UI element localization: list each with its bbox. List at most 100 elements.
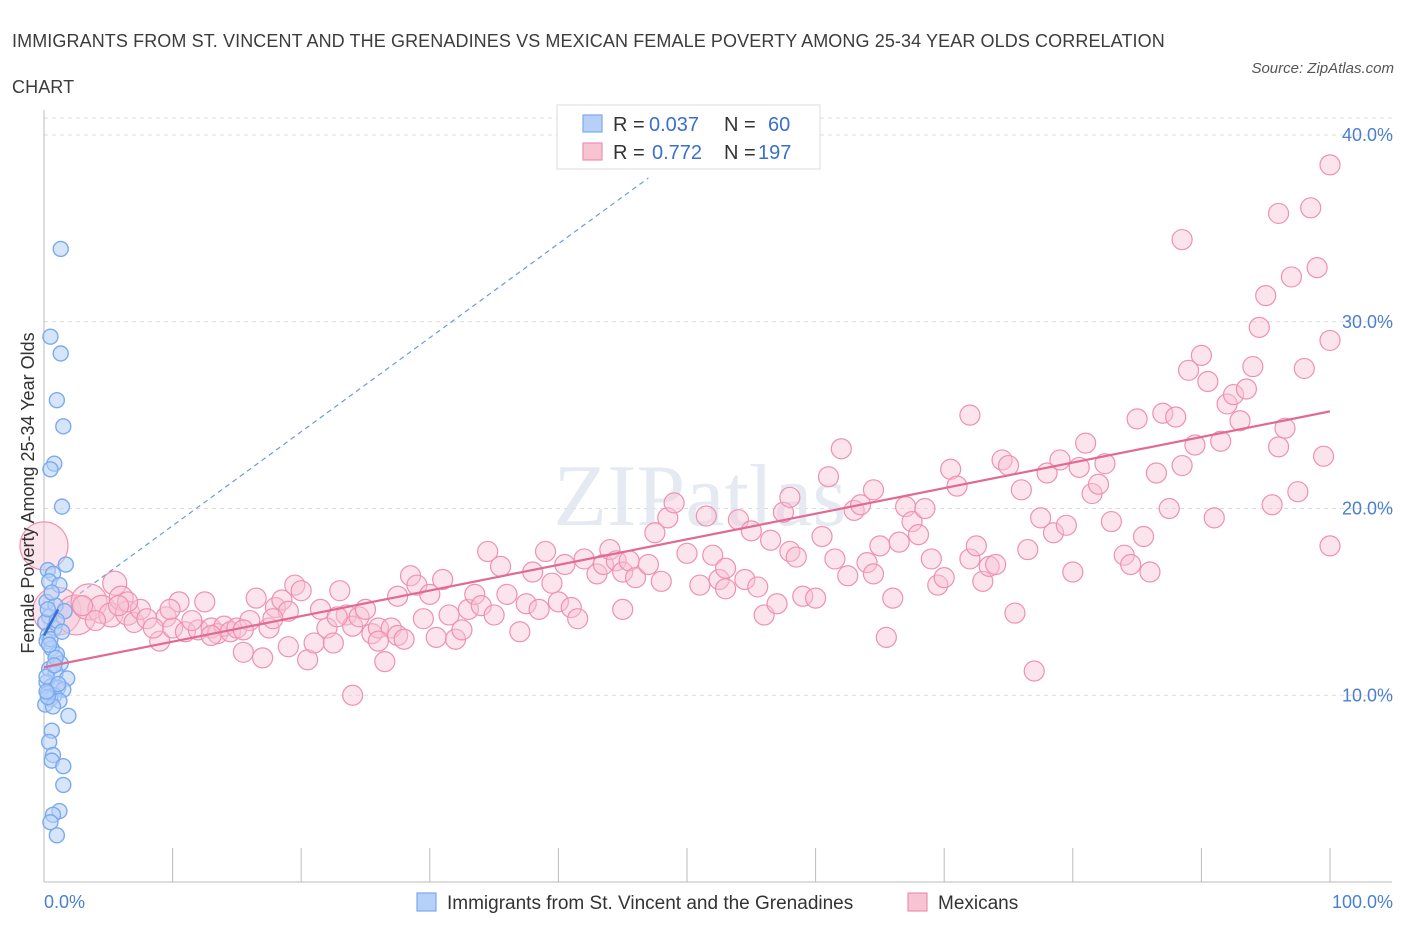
immigrants-points (37, 240, 77, 844)
mexicans-point-77 (624, 566, 647, 589)
watermark: ZIPatlas (553, 448, 846, 545)
mexicans-point-60 (496, 583, 518, 606)
immigrants-point-1 (42, 328, 59, 345)
mexicans-point-52 (425, 626, 447, 648)
mexicans-point-118 (920, 548, 942, 570)
mexicans-point-190 (438, 604, 460, 626)
mexicans-point-156 (1177, 359, 1200, 381)
mexicans-point-159 (1197, 370, 1219, 393)
mexicans-point-163 (1222, 383, 1245, 406)
mexicans-point-45 (374, 651, 396, 673)
mexicans-point-207 (412, 608, 434, 630)
mexicans-point-127 (985, 553, 1007, 576)
mexicans-point-123 (959, 548, 981, 570)
mexicans-point-164 (1229, 410, 1251, 432)
y-tick-label-1: 20.0% (1342, 499, 1393, 519)
immigrants-point-2 (52, 345, 69, 362)
mexicans-point-188 (541, 572, 563, 594)
mexicans-point-195 (181, 609, 203, 632)
mexicans-point-179 (1319, 154, 1341, 176)
mexicans-point-141 (1075, 432, 1097, 454)
legend-r-value-1: 0.037 (649, 114, 699, 136)
mexicans-point-105 (837, 565, 859, 587)
mexicans-point-58 (477, 540, 499, 563)
mexicans-point-100 (804, 587, 827, 609)
mexicans-point-30 (271, 589, 293, 611)
mexicans-point-136 (1042, 522, 1065, 544)
mexicans-point-132 (1017, 538, 1039, 561)
mexicans-point-160 (1203, 507, 1225, 529)
immigrants-point-59 (53, 623, 71, 640)
mexicans-point-33 (290, 580, 312, 602)
mexicans-point-178 (1319, 329, 1341, 352)
mexicans-point-204 (262, 608, 284, 630)
immigrants-point-7 (53, 498, 71, 515)
x-tick-labels: 0.0% 100.0% (44, 892, 1393, 912)
legend-swatch-blue (582, 114, 603, 133)
mexicans-point-62 (515, 593, 537, 615)
mexicans-point-111 (875, 626, 897, 648)
legend-r-label-1: R = (613, 114, 645, 136)
immigrants-trend-extended (57, 177, 649, 610)
mexicans-point-115 (901, 510, 923, 533)
legend-n-label-2: N = (724, 142, 756, 164)
mexicans-point-189 (489, 555, 512, 577)
mexicans-point-9 (123, 611, 145, 634)
axes (43, 110, 1392, 883)
mexicans-point-109 (862, 563, 885, 585)
mexicans-point-187 (612, 598, 634, 620)
mexicans-point-208 (451, 619, 473, 641)
mexicans-point-130 (1004, 602, 1026, 624)
trend-lines-dashed (57, 177, 649, 610)
mexicans-point-110 (869, 535, 891, 557)
grid-lines (44, 117, 1392, 696)
immigrants-point-6 (42, 461, 59, 478)
mexicans-point-69 (567, 608, 589, 630)
source-label: Source: ZipAtlas.com (1251, 60, 1394, 77)
mexicans-point-154 (1165, 406, 1187, 428)
mexicans-point-90 (734, 568, 756, 591)
mexicans-point-53 (432, 568, 454, 591)
mexicans-point-61 (509, 621, 531, 643)
mexicans-point-56 (464, 583, 486, 606)
mexicans-point-97 (779, 540, 801, 563)
mexicans-point-186 (714, 557, 737, 579)
mexicans-point-152 (1152, 402, 1174, 424)
mexicans-point-84 (689, 574, 711, 596)
chart-title: IMMIGRANTS FROM ST. VINCENT AND THE GREN… (12, 31, 1165, 97)
mexicans-point-102 (817, 466, 840, 488)
immigrants-trend-line (42, 608, 60, 637)
immigrants-point-58 (38, 683, 55, 700)
mexicans-points (19, 154, 1341, 706)
x-tick-label-0: 0.0% (44, 892, 85, 912)
mexicans-point-161 (1210, 430, 1232, 452)
mexicans-point-35 (303, 632, 325, 654)
mexicans-point-88 (714, 578, 737, 600)
mexicans-point-150 (1139, 561, 1161, 583)
mexicans-point-85 (695, 505, 717, 527)
mexicans-point-147 (1120, 553, 1142, 576)
mexicans-point-108 (856, 552, 878, 574)
mexicans-point-27 (252, 647, 274, 669)
mexicans-point-121 (940, 458, 962, 480)
mexicans-point-59 (483, 604, 505, 626)
immigrants-point-3 (48, 391, 66, 409)
y-tick-label-0: 10.0% (1342, 685, 1393, 705)
bottom-legend-swatch-pink (907, 892, 928, 912)
immigrants-point-47 (48, 827, 66, 844)
mexicans-point-95 (766, 593, 788, 615)
legend-n-value-1: 60 (768, 114, 790, 136)
mexicans-point-139 (1062, 561, 1084, 583)
y-tick-label-3: 40.0% (1342, 125, 1393, 145)
mexicans-point-32 (284, 574, 306, 596)
mexicans-point-24 (232, 641, 254, 663)
immigrants-point-0 (52, 240, 69, 258)
mexicans-point-165 (1235, 378, 1258, 400)
mexicans-point-145 (1100, 510, 1122, 533)
immigrants-point-54 (43, 584, 60, 601)
mexicans-point-183 (959, 404, 981, 426)
mexicans-point-153 (1158, 497, 1180, 520)
mexicans-point-112 (882, 587, 904, 609)
mexicans-point-176 (1306, 256, 1328, 279)
